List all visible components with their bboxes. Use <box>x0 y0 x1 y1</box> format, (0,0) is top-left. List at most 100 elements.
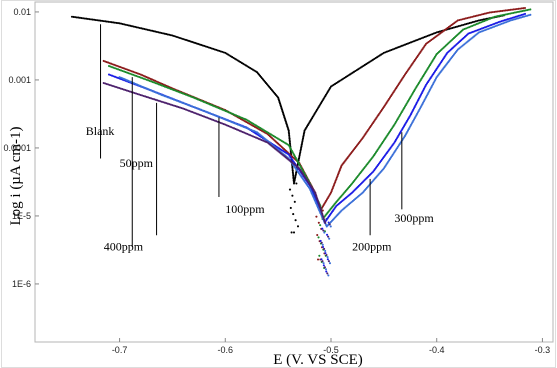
data-point <box>107 20 110 23</box>
data-point <box>299 149 302 152</box>
data-point <box>522 7 525 10</box>
data-point <box>296 225 300 228</box>
data-point <box>509 8 512 11</box>
data-point <box>479 19 482 22</box>
data-point <box>328 262 332 265</box>
x-tick-label: -0.4 <box>429 345 445 355</box>
series-100ppm-group <box>107 8 532 270</box>
data-point <box>75 16 78 19</box>
data-point <box>498 10 501 13</box>
data-point <box>110 21 113 24</box>
annotation-label-200ppm: 200ppm <box>352 240 392 254</box>
y-tick-label: 0.001 <box>8 75 31 85</box>
data-point <box>503 9 506 12</box>
data-point <box>289 206 292 210</box>
data-point <box>456 19 459 22</box>
data-point <box>324 221 327 224</box>
data-point <box>288 139 291 142</box>
annotation-label-100ppm: 100ppm <box>225 202 265 216</box>
data-point <box>511 8 514 11</box>
x-tick-label: -0.7 <box>112 345 128 355</box>
data-point <box>291 171 294 174</box>
data-point <box>328 223 331 226</box>
data-point <box>294 176 297 179</box>
data-point <box>523 6 527 10</box>
data-point <box>295 171 298 174</box>
data-point <box>482 13 485 16</box>
data-point <box>486 11 490 14</box>
data-point <box>292 213 295 216</box>
data-point <box>301 141 304 145</box>
data-point <box>467 16 471 19</box>
data-point <box>479 13 482 16</box>
data-point <box>80 17 83 20</box>
data-point <box>464 17 467 20</box>
data-point <box>318 254 321 257</box>
data-point <box>102 20 105 23</box>
x-tick-label: -0.3 <box>535 345 551 355</box>
data-point <box>288 140 291 143</box>
y-tick-label: 0.0001 <box>3 143 31 153</box>
data-point <box>317 236 320 239</box>
data-point <box>288 142 292 145</box>
data-point <box>322 229 325 232</box>
data-point <box>496 10 499 13</box>
data-point <box>490 11 493 14</box>
data-point <box>493 10 496 13</box>
data-point <box>463 17 466 20</box>
data-point <box>298 155 301 159</box>
data-point <box>321 209 324 212</box>
data-point <box>288 135 291 139</box>
data-point <box>477 14 480 17</box>
data-point <box>459 18 463 21</box>
data-point <box>70 15 74 18</box>
data-point <box>101 19 104 22</box>
data-point <box>322 245 325 249</box>
data-point <box>501 9 504 12</box>
data-point <box>499 10 502 13</box>
axis-ticks: -0.7 -0.6 -0.5 -0.4 -0.3 0.01 0.001 0.0001 1E-5 1… <box>3 7 550 355</box>
data-point <box>293 180 296 183</box>
data-point <box>474 15 477 18</box>
data-point <box>327 274 330 277</box>
data-point <box>300 145 303 148</box>
data-point <box>488 11 491 14</box>
data-point <box>471 15 474 18</box>
data-point <box>291 168 294 171</box>
data-point <box>328 237 331 240</box>
data-point <box>321 243 324 246</box>
data-point <box>85 17 88 20</box>
data-point <box>83 17 86 20</box>
data-point <box>116 22 120 25</box>
data-point <box>326 256 329 259</box>
data-point <box>77 16 80 19</box>
data-point <box>515 7 518 11</box>
data-point <box>512 8 515 11</box>
data-point <box>288 188 292 191</box>
data-point <box>321 260 324 263</box>
data-point <box>109 20 112 24</box>
data-point <box>302 134 305 137</box>
data-point <box>82 17 85 20</box>
data-point <box>293 179 296 182</box>
data-point <box>322 262 325 265</box>
data-point <box>325 270 328 273</box>
series-blank-group <box>70 14 505 234</box>
data-point <box>292 231 296 234</box>
data-point <box>288 134 291 137</box>
annotations: Blank 50ppm 100ppm 400ppm 200ppm 300ppm <box>86 24 434 254</box>
data-point <box>295 182 298 185</box>
data-point <box>287 131 290 134</box>
data-point <box>491 11 494 14</box>
data-point <box>323 247 326 250</box>
data-point <box>316 233 319 237</box>
data-point <box>287 129 290 132</box>
data-point <box>504 9 507 12</box>
data-point <box>288 137 291 140</box>
data-point <box>105 20 108 23</box>
data-point <box>485 12 488 15</box>
data-point <box>315 215 318 218</box>
data-point <box>325 253 328 257</box>
